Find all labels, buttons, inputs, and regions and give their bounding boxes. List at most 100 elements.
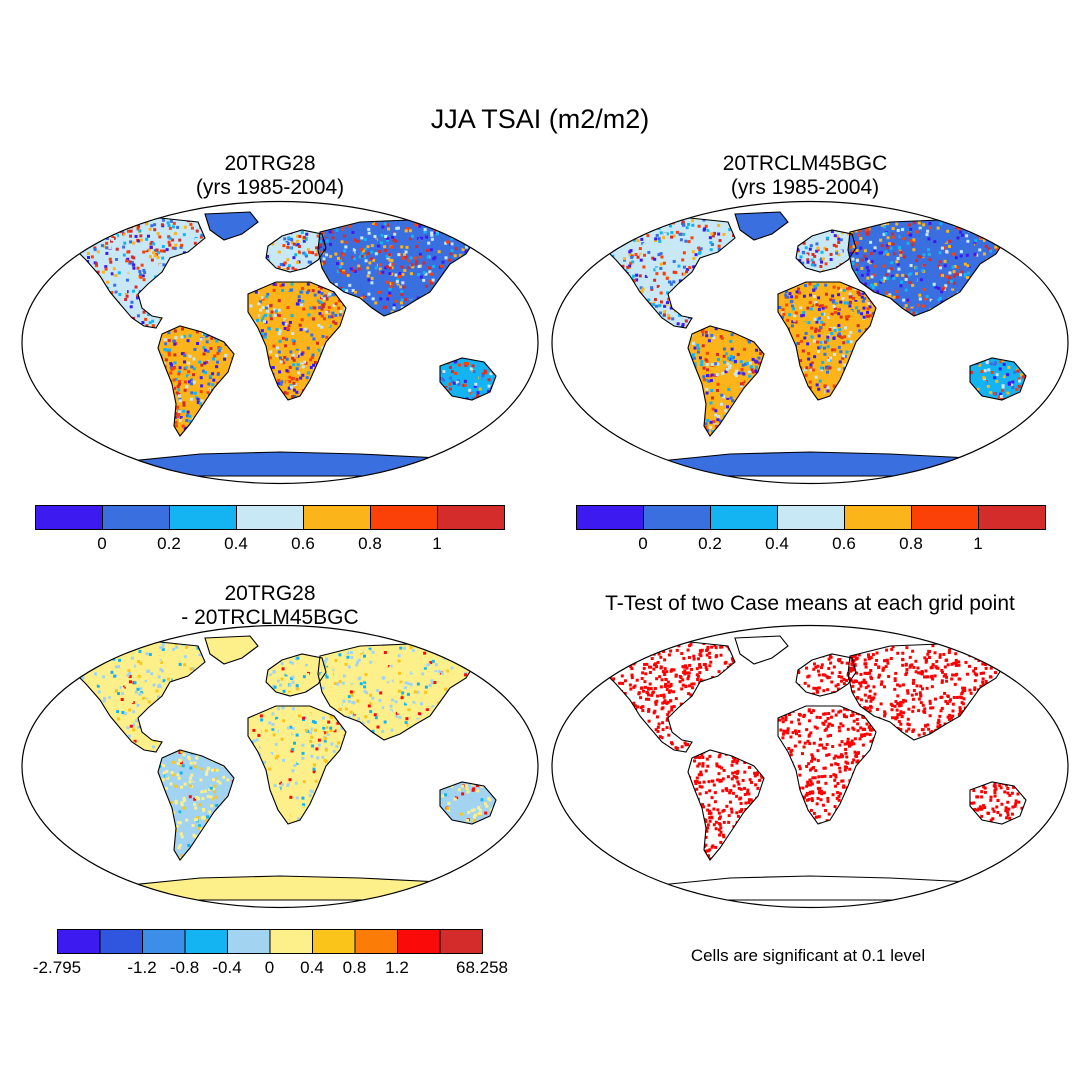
colorbar-swatch (437, 505, 505, 530)
coastline-south-america (157, 749, 235, 861)
colorbar-tick-label: 0 (264, 958, 275, 977)
colorbar-tick-label: 0.4 (224, 534, 248, 553)
panel-2-title-line1: 20TRCLM45BGC (722, 152, 888, 175)
colorbar-difference (57, 929, 483, 954)
coastline-north-america (603, 641, 736, 753)
figure-title: JJA TSAI (m2/m2) (430, 104, 650, 134)
coastline-africa (247, 705, 347, 825)
colorbar-panel-1 (35, 505, 505, 530)
colorbar-tick-label: -0.4 (212, 958, 242, 977)
panel-1-title-line2: (yrs 1985-2004) (195, 175, 345, 199)
land-africa (778, 706, 876, 824)
coastline-north-america (603, 217, 736, 329)
colorbar-tick-label: 0.6 (832, 534, 856, 553)
colorbar-swatch (643, 505, 711, 530)
coastline-south-america (157, 325, 235, 437)
colorbar-tick-label: 1 (973, 534, 983, 553)
land-australia (970, 358, 1026, 400)
coastline-europe (795, 229, 857, 273)
colorbar-tick-label: 0.8 (899, 534, 923, 553)
coastline-africa (777, 705, 877, 825)
map-border (551, 200, 1069, 485)
panel-2-title-line2: (yrs 1985-2004) (730, 175, 880, 199)
land-antarctica (650, 876, 1000, 900)
colorbar-swatch (227, 929, 271, 954)
coastline-europe (795, 653, 857, 697)
colorbar-swatch (303, 505, 371, 530)
map-panel-1 (21, 200, 539, 485)
colorbar-tick-label: 0.8 (358, 534, 382, 553)
coastline-australia (969, 357, 1027, 401)
colorbar-swatch (57, 929, 101, 954)
map-panel-4 (551, 624, 1069, 909)
coastline-south-america (687, 749, 765, 861)
coastline-australia (969, 781, 1027, 825)
coastline-north-america (73, 641, 206, 753)
colorbar-swatch (576, 505, 644, 530)
coastline-europe (265, 229, 327, 273)
panel-1-title-line1: 20TRG28 (224, 152, 316, 175)
coastline-north-america (73, 217, 206, 329)
map-border (551, 624, 1069, 909)
colorbar-tick-label: 68.258 (456, 958, 508, 977)
coastline-greenland (734, 635, 789, 665)
map-border (21, 200, 539, 485)
significance-note: Cells are significant at 0.1 level (690, 946, 926, 965)
panel-4-title-line1: T-Test of two Case means at each grid po… (605, 592, 1015, 615)
colorbar-tick-label: -1.2 (127, 958, 157, 977)
coastline-south-america (687, 325, 765, 437)
panel-1-title: 20TRG28 (yrs 1985-2004) (85, 152, 455, 199)
land-north-america (74, 642, 205, 752)
panel-2-title: 20TRCLM45BGC (yrs 1985-2004) (620, 152, 990, 199)
colorbar-swatch (397, 929, 441, 954)
colorbar-tick-label: 0 (638, 534, 648, 553)
land-south-america (158, 326, 234, 436)
colorbar-swatch (911, 505, 979, 530)
colorbar-tick-label: 0.8 (342, 958, 367, 977)
land-antarctica (650, 452, 1000, 476)
colorbar-tick-label: 0.2 (157, 534, 181, 553)
colorbar-swatch (439, 929, 483, 954)
coastline-africa (247, 281, 347, 401)
colorbar-tick-label: 1.2 (385, 958, 409, 977)
coastline-europe (265, 653, 327, 697)
colorbar-tick-label: 0.4 (300, 958, 324, 977)
land-greenland (735, 212, 788, 240)
colorbar-swatch (312, 929, 356, 954)
colorbar-swatch (99, 929, 143, 954)
colorbar-swatch (184, 929, 228, 954)
land-antarctica (120, 452, 470, 476)
coastline-greenland (204, 211, 259, 241)
colorbar-swatch (370, 505, 438, 530)
map-panel-3 (21, 624, 539, 909)
map-panel-2 (551, 200, 1069, 485)
colorbar-swatch (844, 505, 912, 530)
coastline-greenland (734, 211, 789, 241)
coastline-australia (439, 781, 497, 825)
colorbar-swatch (102, 505, 170, 530)
land-south-america (688, 326, 764, 436)
coastline-greenland (204, 635, 259, 665)
colorbar-swatch (169, 505, 237, 530)
panel-3-title-line1: 20TRG28 (224, 582, 316, 605)
colorbar-tick-label: 0.6 (291, 534, 315, 553)
colorbar-panel-2 (576, 505, 1046, 530)
land-greenland (735, 636, 788, 664)
panel-3-title: 20TRG28 - 20TRCLM45BGC (85, 582, 455, 629)
panel-3-title-line2: - 20TRCLM45BGC (181, 605, 359, 629)
colorbar-tick-label: 0.2 (698, 534, 722, 553)
colorbar-swatch (777, 505, 845, 530)
colorbar-tick-label: 1 (432, 534, 442, 553)
land-greenland (205, 212, 258, 240)
colorbar-swatch (236, 505, 304, 530)
colorbar-swatch (978, 505, 1046, 530)
coastline-africa (777, 281, 877, 401)
map-border (21, 624, 539, 909)
land-antarctica (120, 876, 470, 900)
colorbar-swatch (35, 505, 103, 530)
panel-4-title: T-Test of two Case means at each grid po… (555, 592, 1065, 616)
colorbar-swatch (269, 929, 313, 954)
land-greenland (205, 636, 258, 664)
colorbar-swatch (710, 505, 778, 530)
colorbar-swatch (354, 929, 398, 954)
